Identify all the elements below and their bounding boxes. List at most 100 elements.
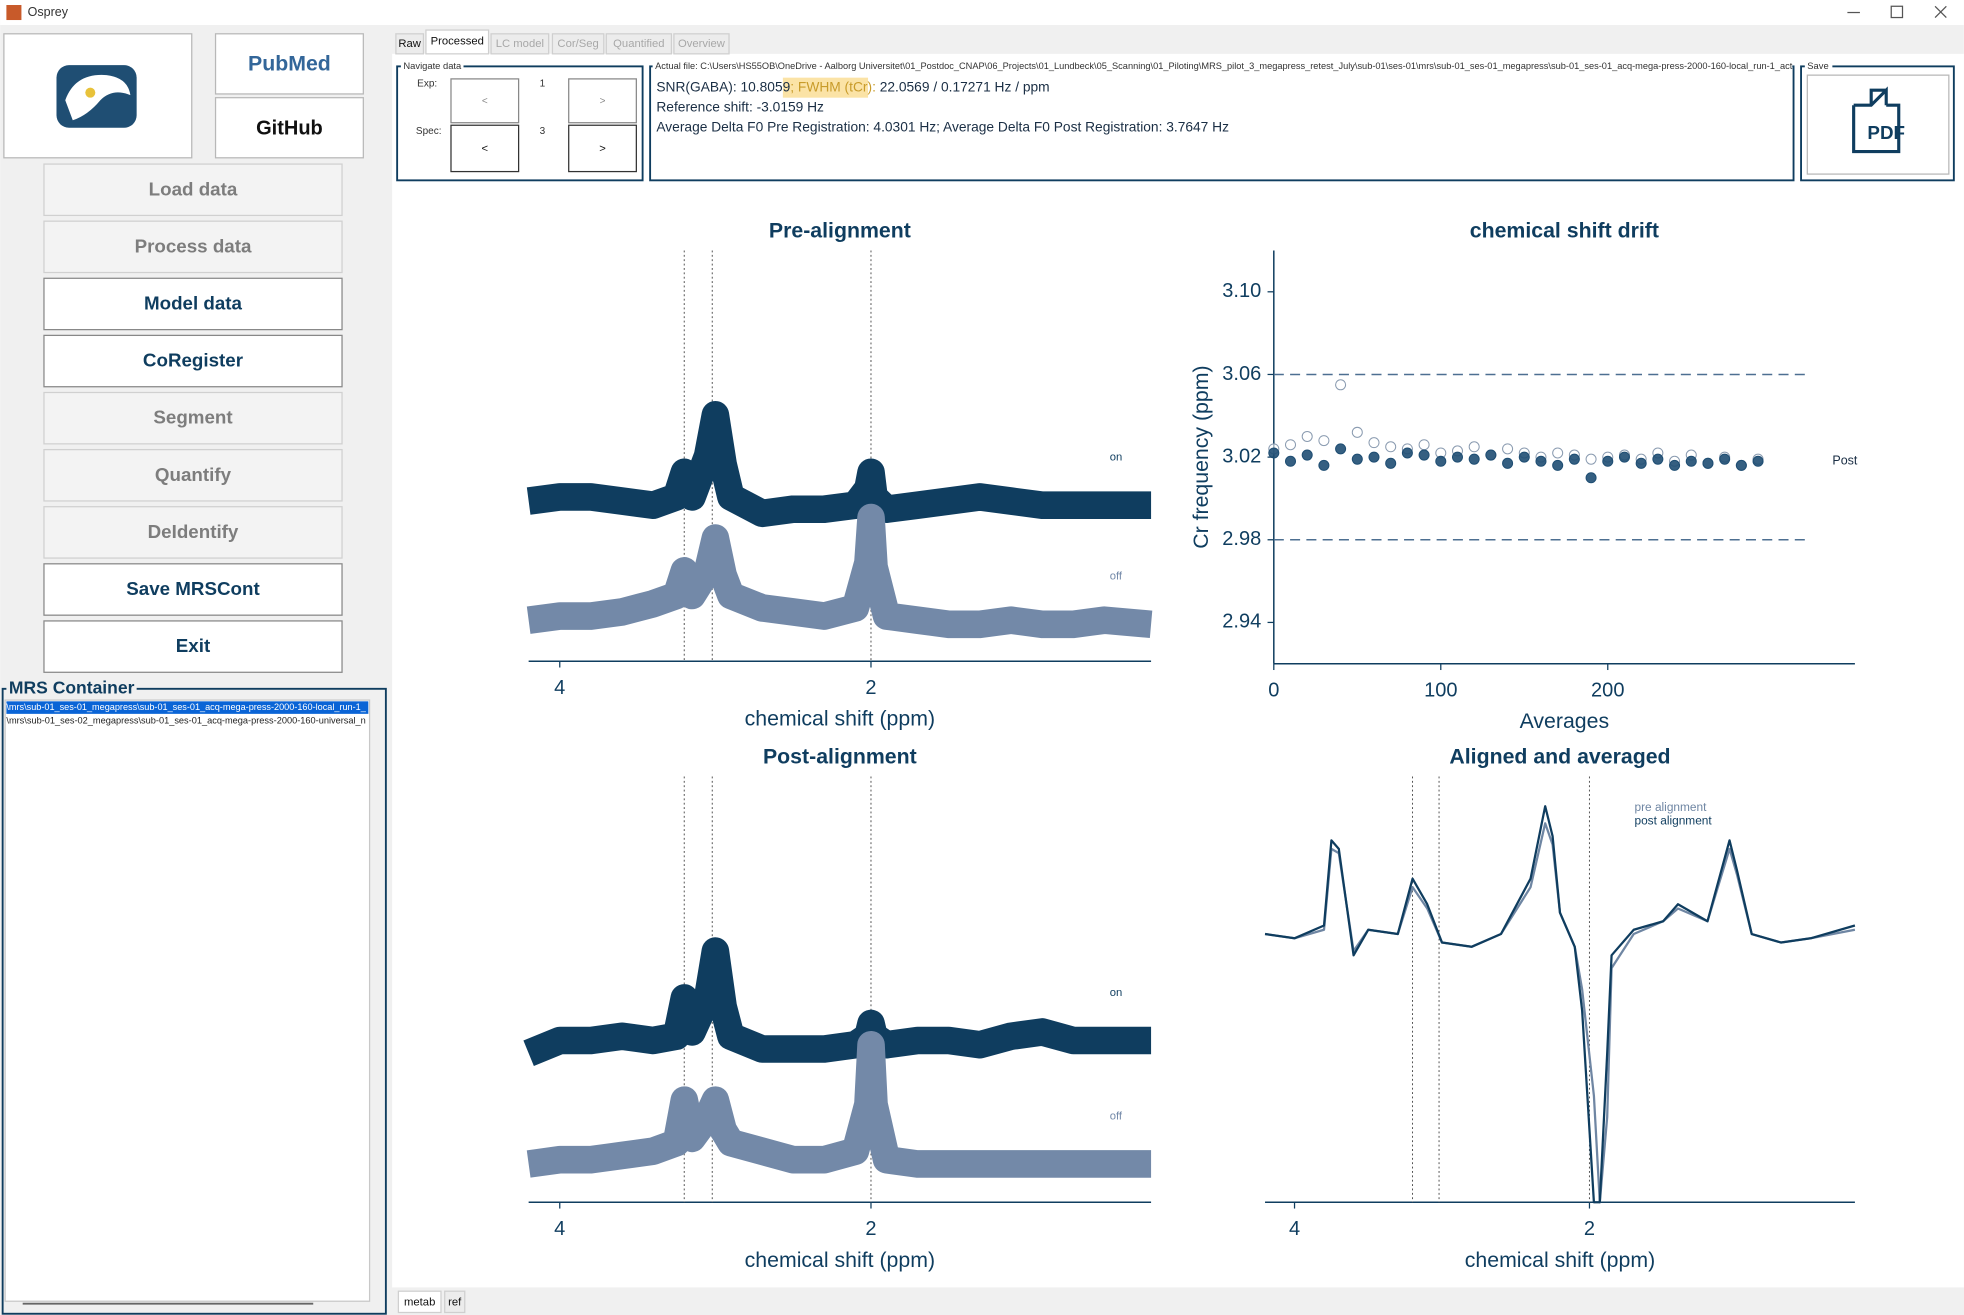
sidebar-button-label: Save MRSCont [126,578,260,599]
container-list [4,699,371,1302]
x-tick-label: 100 [1424,680,1457,702]
x-tick-label: 2 [865,1218,876,1240]
scatter-point [1301,430,1313,442]
spec-next-label: > [599,143,606,155]
x-tick-label: 4 [554,677,565,699]
scatter-point [1435,455,1447,467]
pubmed-logo: PubMed [248,52,331,76]
window-title: Osprey [28,5,69,19]
selected-row [6,701,369,714]
close[interactable] [1934,5,1947,18]
spec-label: Spec: [416,126,442,137]
file-path: Actual file: C:\Users\HS55OB\OneDrive - … [655,61,1793,71]
scatter-point [1418,449,1430,461]
scatter-point [1685,455,1697,467]
bottom-tab[interactable] [444,1290,466,1314]
scatter-point [1284,439,1297,451]
sidebar-button [43,220,343,274]
navigate-title: Navigate data [403,60,462,71]
tab-label: Cor/Seg [557,38,598,50]
scatter-point [1669,459,1681,471]
scatter-point [1502,457,1514,469]
scatter-point [1552,459,1564,471]
y-tick-label: 2.98 [1222,528,1261,550]
x-tick-label: 0 [1268,680,1279,702]
sidebar-button-label: Exit [176,635,211,656]
maximize[interactable] [1890,5,1904,19]
app-icon [6,5,22,21]
sidebar-button[interactable] [43,620,343,673]
scatter-point [1635,457,1647,469]
container-item[interactable]: \mrs\sub-01_ses-01_megapress\sub-01_ses-… [6,702,366,712]
fwhm: 22.0569 / 0.17271 Hz / ppm [876,79,1050,94]
spec-prev[interactable] [450,124,520,173]
scatter-point [1585,453,1597,465]
sidebar-button[interactable] [43,563,343,616]
exp-value: 1 [540,79,546,90]
exp-label: Exp: [417,79,437,90]
sidebar-button[interactable] [43,334,343,388]
chart-title: chemical shift drift [1470,218,1659,242]
bottom-tab-label: metab [404,1296,435,1308]
scatter-point [1318,459,1330,471]
scatter-point [1368,437,1380,449]
tab-label: Raw [398,38,421,50]
tab-label: LC model [496,38,544,50]
chart-title: Pre-alignment [769,218,911,242]
tab[interactable] [425,29,490,55]
bottom-tab[interactable] [397,1290,442,1314]
tab[interactable] [395,33,425,55]
sidebar-button[interactable] [43,277,343,331]
fwhm-label: ; FWHM (tCr): [790,79,876,94]
spec-value: 3 [540,126,546,137]
sidebar-button [43,448,343,502]
scatter-point [1335,443,1347,455]
sidebar-button [43,391,343,445]
pubmed-button[interactable] [214,33,364,95]
scatter-point [1268,447,1280,459]
exp-next-label: > [600,96,606,107]
scatter-point [1585,472,1597,484]
container-title: MRS Container [9,677,135,697]
container-item[interactable]: \mrs\sub-01_ses-02_megapress\sub-01_ses-… [6,716,366,726]
scatter-point [1368,451,1380,463]
charts: Pre-alignment chemical shift (ppm) 4 2 on off… [523,218,1858,1272]
container-items: \mrs\sub-01_ses-01_megapress\sub-01_ses-… [6,701,369,726]
spec-next[interactable] [568,124,637,173]
spectrum [526,503,1153,639]
legend-bg [400,60,464,72]
save-panel [1800,65,1955,182]
scatter-point [1301,449,1313,461]
scatter-point [1485,449,1497,461]
exp-prev[interactable] [450,78,520,124]
spectrum [526,1030,1152,1178]
spectrum [526,401,1152,528]
bottom-bar [392,1287,1964,1315]
series-label: Post [1832,454,1858,468]
exp-next[interactable] [568,78,637,124]
sidebar-button-label: DeIdentify [148,521,239,542]
tab-label: Overview [678,38,726,50]
save-title: Save [1807,60,1828,71]
x-axis-label: chemical shift (ppm) [745,1248,935,1272]
tab [605,33,673,55]
github-button[interactable] [214,97,364,159]
scatter-point [1351,426,1363,438]
tab [551,33,605,55]
tab-label: Processed [431,35,484,47]
title-bar [0,0,1964,26]
sidebar-button [43,163,343,217]
scatter-point [1735,459,1747,471]
x-tick-label: 2 [865,677,876,699]
sidebar-buttons: Load data Process data Model data CoRegiste… [43,163,343,673]
scatter-point [1535,455,1547,467]
scatter-point [1618,451,1630,463]
scatter-point [1652,453,1664,465]
chart-title: Post-alignment [763,744,917,768]
scatter-point [1284,455,1297,467]
snr: SNR(GABA): 10.8059 [656,79,790,94]
github-logo: GitHub [256,117,323,139]
series-label: on [1110,987,1123,999]
container-title-bg [6,680,137,698]
x-tick-label: 4 [1289,1218,1300,1240]
